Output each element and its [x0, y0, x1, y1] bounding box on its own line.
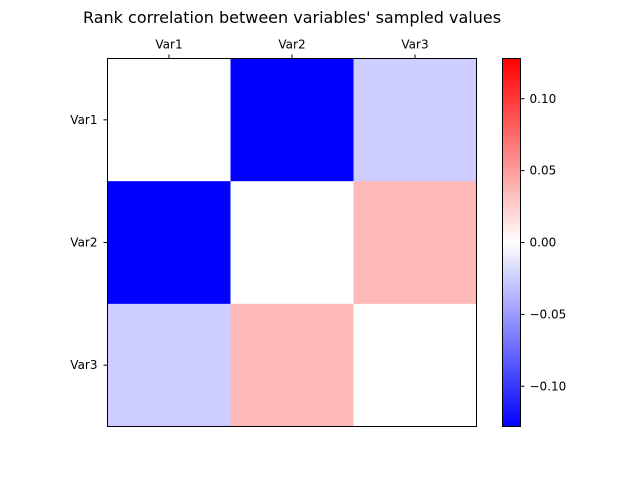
colorbar-ticks: −0.10 −0.05 0.00 0.05 0.10: [520, 92, 567, 393]
heatmap-cell: [230, 303, 354, 427]
heatmap-cell: [230, 58, 354, 182]
heatmap-cell: [107, 303, 231, 427]
colorbar-tick-label: −0.05: [530, 307, 567, 321]
heatmap-cell: [353, 181, 477, 305]
heatmap-cell: [353, 58, 477, 182]
x-tick-label: Var2: [278, 38, 305, 52]
heatmap-cells: [107, 58, 477, 427]
x-axis-ticks: Var1 Var2 Var3: [155, 38, 429, 59]
y-tick-label: Var2: [70, 236, 97, 250]
heatmap-cell: [107, 181, 231, 305]
heatmap-cell: [107, 58, 231, 182]
colorbar-tick-label: 0.10: [530, 92, 557, 106]
y-axis-ticks: Var1 Var2 Var3: [70, 113, 108, 372]
x-tick-label: Var1: [155, 38, 182, 52]
chart-title: Rank correlation between variables' samp…: [83, 8, 501, 27]
colorbar: [502, 58, 521, 427]
colorbar-tick-label: −0.10: [530, 379, 567, 393]
colorbar-tick-label: 0.00: [530, 236, 557, 250]
x-tick-label: Var3: [401, 38, 428, 52]
colorbar-tick-label: 0.05: [530, 164, 557, 178]
heatmap-cell: [353, 303, 477, 427]
y-tick-label: Var1: [70, 113, 97, 127]
heatmap-cell: [230, 181, 354, 305]
y-tick-label: Var3: [70, 358, 97, 372]
